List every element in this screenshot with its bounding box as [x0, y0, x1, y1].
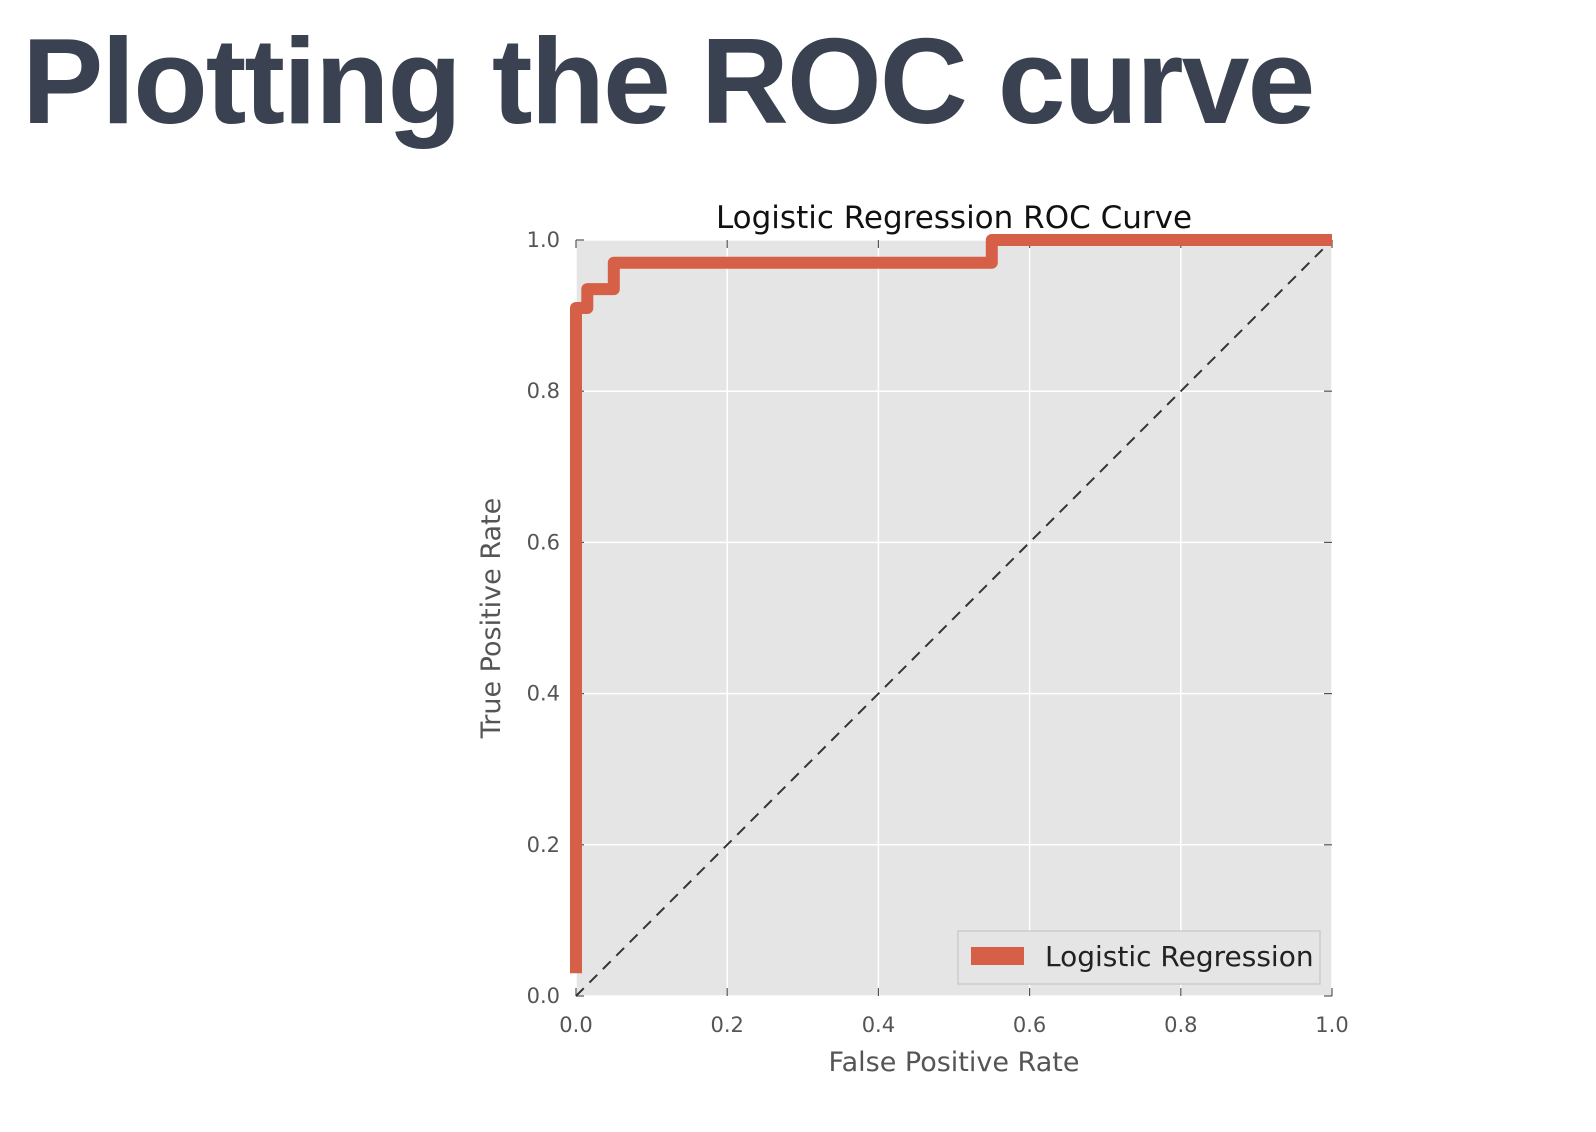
y-tick-label: 0.8 — [527, 379, 560, 403]
legend-box — [957, 930, 1321, 985]
y-tick-label: 0.4 — [527, 682, 560, 706]
grid-lines — [575, 239, 1333, 997]
y-tick-label: 0.2 — [527, 833, 560, 857]
y-tick-label: 1.0 — [527, 228, 560, 252]
x-tick-label: 0.0 — [559, 1013, 592, 1037]
legend-swatch — [971, 947, 1024, 965]
legend: Logistic Regression — [957, 930, 1321, 985]
x-tick-label: 1.0 — [1315, 1013, 1348, 1037]
x-tick-labels: 0.0 0.2 0.4 0.6 0.8 1.0 — [559, 1013, 1348, 1037]
x-tick-label: 0.6 — [1013, 1013, 1046, 1037]
legend-label: Logistic Regression — [1045, 940, 1314, 973]
x-tick-label: 0.8 — [1164, 1013, 1197, 1037]
x-axis-label: False Positive Rate — [829, 1047, 1080, 1078]
x-tick-label: 0.4 — [862, 1013, 895, 1037]
slide-title: Plotting the ROC curve — [22, 13, 1315, 149]
y-tick-label: 0.0 — [527, 984, 560, 1008]
y-tick-labels: 0.0 0.2 0.4 0.6 0.8 1.0 — [527, 228, 560, 1008]
y-tick-label: 0.6 — [527, 530, 560, 554]
diagonal-reference-line — [575, 239, 1333, 997]
roc-curve-line — [570, 234, 1332, 974]
chart-title: Logistic Regression ROC Curve — [716, 200, 1192, 236]
x-tick-label: 0.2 — [710, 1013, 743, 1037]
y-axis-label: True Positive Rate — [476, 498, 507, 740]
